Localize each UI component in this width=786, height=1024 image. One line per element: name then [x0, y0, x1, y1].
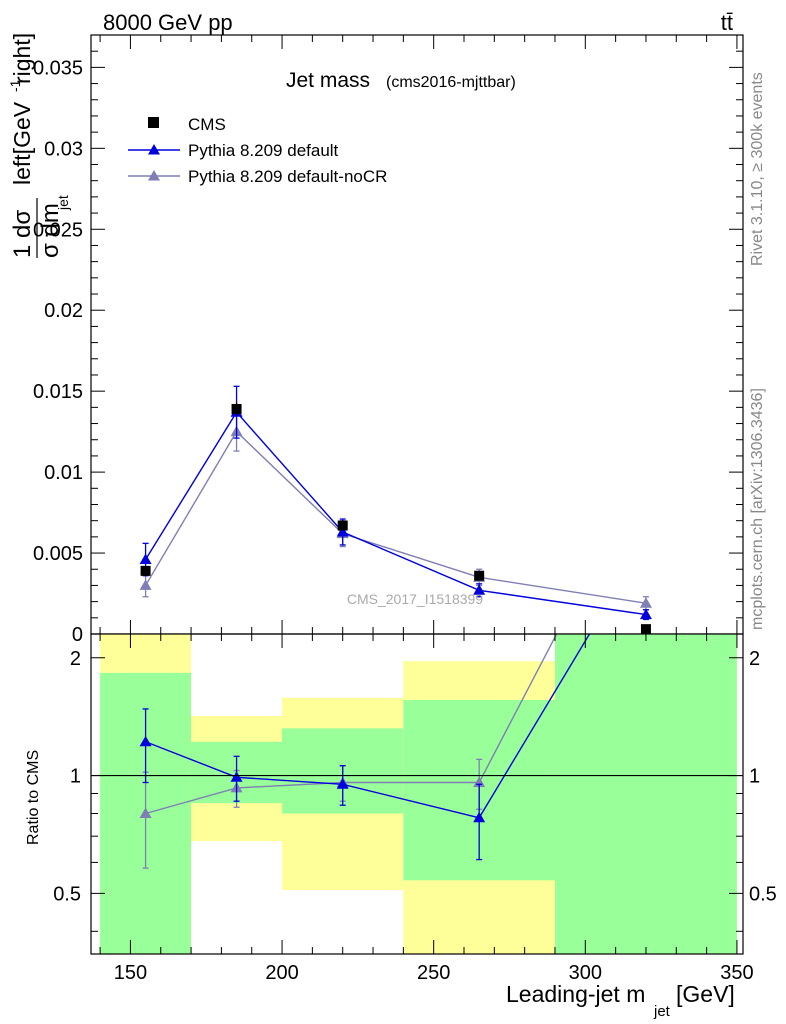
- xlabel-subscript: jet: [653, 1003, 671, 1020]
- ratio-y-tick-label-left: 1: [70, 766, 81, 788]
- data-point: [474, 570, 485, 581]
- y-tick-label: 0.005: [33, 543, 83, 565]
- x-tick-label: 250: [417, 962, 450, 984]
- ratio-marker-nocr: [640, 457, 652, 468]
- series-marker-default: [139, 553, 152, 565]
- ratio-y-tick-label-right: 1: [749, 766, 760, 788]
- ylabel-unit-tail: right]: [9, 33, 35, 84]
- legend-marker-data: [148, 117, 159, 128]
- analysis-watermark: CMS_2017_I1518399: [347, 591, 483, 607]
- legend-marker-default: [148, 144, 160, 155]
- ylabel-fraction-denominator-subscript: jet: [55, 195, 71, 211]
- y-tick-label: 0.025: [33, 219, 83, 241]
- y-tick-label-zero: 0: [72, 624, 83, 646]
- ratio-marker-nocr: [139, 807, 152, 818]
- main-panel: 0.005 0.01 0.015 0.02 0.025 0.03 0.035 0 Jet ma…: [33, 34, 744, 646]
- rivet-version-label: Rivet 3.1.10, ≥ 300k events: [749, 72, 766, 266]
- header-process-label: 8000 GeV pp: [103, 10, 233, 35]
- ratio-y-tick-label-right: 0.5: [749, 883, 777, 905]
- legend-label-nocr: Pythia 8.209 default-noCR: [188, 167, 387, 186]
- data-point: [140, 565, 151, 576]
- series-marker-nocr: [639, 597, 652, 608]
- series-marker-default: [473, 584, 486, 595]
- x-tick-label: 200: [265, 962, 298, 984]
- y-tick-label: 0.035: [33, 57, 83, 79]
- ratio-panel: 150 200 250 300 350 0.5 0.5 1 1 2 2 Ratio to CMS: [25, 457, 777, 984]
- series-marker-default: [639, 608, 652, 620]
- x-tick-label: 350: [720, 962, 753, 984]
- ratio-marker-default: [230, 771, 243, 782]
- ratio-marker-default: [473, 811, 486, 823]
- ratio-marker-default: [336, 778, 349, 789]
- legend-label-data: CMS: [188, 115, 226, 134]
- chart-title: Jet mass: [286, 69, 370, 92]
- ratio-y-tick-label-left: 2: [70, 648, 81, 670]
- chart-subtitle: (cms2016-mjttbar): [386, 74, 516, 91]
- ratio-marker-default: [139, 735, 152, 747]
- y-tick-label: 0.03: [44, 138, 83, 160]
- ratio-marker-default: [640, 534, 652, 545]
- ratio-y-tick-label-right: 2: [749, 648, 760, 670]
- header-final-state-label: tt̄: [721, 10, 733, 35]
- y-tick-label: 0.01: [44, 462, 83, 484]
- y-tick-label: 0.02: [44, 300, 83, 322]
- ratio-y-tick-label-left: 0.5: [53, 883, 81, 905]
- series-marker-default: [336, 526, 349, 537]
- xlabel-unit: [GeV]: [676, 981, 735, 1007]
- x-axis-label: Leading-jet m jet [GeV]: [506, 981, 735, 1020]
- ylabel-fraction-numerator: 1 dσ: [9, 210, 36, 258]
- ylabel-unit: left[GeV: [9, 101, 35, 185]
- ratio-y-axis-label: Ratio to CMS: [25, 750, 42, 845]
- series-line-nocr: [144, 430, 647, 604]
- data-point: [231, 403, 242, 414]
- ratio-panel-frame: [90, 633, 744, 955]
- x-tick-label: 300: [569, 962, 602, 984]
- mcplots-reference-label: mcplots.cern.ch [arXiv:1306.3436]: [749, 388, 766, 630]
- data-point: [337, 520, 348, 531]
- uncertainty-band-inner: [554, 634, 737, 954]
- series-line-default: [144, 411, 647, 616]
- legend-marker-nocr: [148, 170, 160, 181]
- ylabel-unit-superscript: -1: [7, 79, 23, 92]
- x-tick-label: 150: [114, 962, 147, 984]
- legend-label-default: Pythia 8.209 default: [188, 141, 339, 160]
- ylabel-fraction-denominator: σ dm: [37, 203, 64, 258]
- y-tick-label: 0.015: [33, 381, 83, 403]
- legend: CMS Pythia 8.209 default Pythia 8.209 defa…: [128, 115, 387, 186]
- series-marker-nocr: [139, 579, 152, 590]
- xlabel-main: Leading-jet m: [506, 981, 645, 1007]
- main-y-axis-label: 1 dσ σ dm jet left[GeV -1 right]: [7, 33, 71, 258]
